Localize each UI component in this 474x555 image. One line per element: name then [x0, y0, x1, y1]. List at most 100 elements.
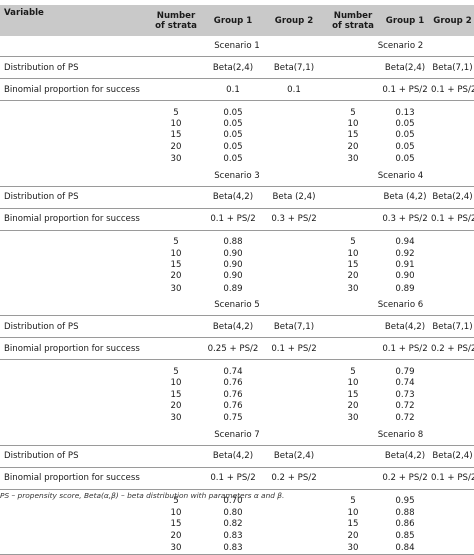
value-right: 0.90	[395, 271, 415, 282]
spacer-cell	[0, 518, 147, 529]
strata-count-right: 30	[327, 541, 379, 555]
spacer-cell	[327, 56, 379, 79]
strata-count-right: 10	[347, 119, 359, 130]
value-right: 0.92	[395, 248, 415, 259]
header-strata-right: Number of strata	[327, 5, 379, 36]
spacer-cell	[147, 466, 205, 490]
strata-count-left: 10	[170, 119, 182, 130]
spacer-cell	[327, 444, 379, 468]
strata-count-left: 5	[173, 107, 179, 118]
spacer-cell	[261, 130, 327, 141]
binomial-group1-left: 0.1 + PS/2	[205, 466, 261, 490]
distribution-group1-right: Beta(4,2)	[379, 315, 431, 338]
spacer-cell	[0, 507, 147, 518]
spacer-cell	[0, 400, 147, 411]
value-right: 0.13	[395, 107, 415, 118]
spacer-cell	[0, 259, 147, 270]
scenario-row: Scenario 3 Scenario 4	[0, 166, 474, 187]
value-left: 0.75	[223, 413, 243, 424]
spacer-cell	[261, 366, 327, 377]
value-left: 0.05	[223, 107, 243, 118]
data-row: 15 0.76 15 0.73	[0, 389, 474, 400]
binomial-group1-left: 0.1	[205, 78, 261, 101]
value-left: 0.90	[223, 260, 243, 271]
spacer-cell	[261, 118, 327, 129]
value-left: 0.70	[223, 496, 243, 507]
table-body: Variable Number of strata Group 1 Group 2…	[0, 5, 474, 555]
value-left: 0.76	[223, 400, 243, 411]
strata-count-right: 30	[347, 413, 359, 424]
spacer-cell	[0, 412, 147, 425]
strata-count-left: 30	[170, 283, 182, 294]
distribution-group2-right: Beta(2,4)	[431, 185, 474, 209]
binomial-label: Binomial proportion for success	[0, 337, 147, 360]
distribution-label: Distribution of PS	[0, 315, 147, 338]
strata-count-left: 10	[170, 507, 182, 518]
strata-count-right: 10	[347, 378, 359, 389]
value-left: 0.05	[223, 141, 243, 152]
header-variable: Variable	[0, 5, 147, 36]
spacer-cell	[147, 315, 205, 338]
strata-count-right: 15	[347, 130, 359, 141]
spacer-cell	[0, 389, 147, 400]
strata-count-left: 15	[170, 260, 182, 271]
data-row: 15 0.05 15 0.05	[0, 130, 474, 141]
spacer-cell	[327, 185, 379, 209]
data-row: 20 0.83 20 0.85	[0, 530, 474, 541]
spacer-cell	[327, 315, 379, 338]
spacer-cell	[0, 366, 147, 377]
spacer-cell	[147, 337, 205, 360]
value-right: 0.89	[395, 283, 415, 294]
spacer-cell	[431, 541, 474, 555]
value-left: 0.90	[223, 271, 243, 282]
binomial-group2-left: 0.3 + PS/2	[261, 207, 327, 231]
header-strata-line1: Number	[156, 10, 196, 21]
spacer-cell	[261, 259, 327, 270]
spacer-cell	[0, 130, 147, 141]
value-right: 0.05	[395, 130, 415, 141]
spacer-cell	[261, 378, 327, 389]
strata-count-right: 20	[347, 400, 359, 411]
header-group2-right: Group 2	[431, 5, 474, 36]
data-row: 10 0.05 10 0.05	[0, 118, 474, 129]
distribution-group1-right: Beta (4,2)	[379, 185, 431, 209]
strata-count-right: 5	[350, 237, 356, 248]
header-row: Variable Number of strata Group 1 Group 2…	[0, 5, 474, 36]
spacer-cell	[0, 295, 147, 316]
spacer-cell	[431, 378, 474, 389]
spacer-cell	[431, 412, 474, 425]
spacer-cell	[327, 466, 379, 490]
binomial-label: Binomial proportion for success	[0, 207, 147, 231]
spacer-cell	[0, 541, 147, 555]
distribution-row: Distribution of PS Beta(4,2) Beta(7,1) Beta…	[0, 315, 474, 338]
binomial-group1-left: 0.25 + PS/2	[205, 337, 261, 360]
distribution-group2-right: Beta(2,4)	[431, 444, 474, 468]
spacer-cell	[261, 271, 327, 282]
header-group1-left: Group 1	[205, 5, 261, 36]
value-left: 0.05	[223, 130, 243, 141]
spacer-cell	[0, 359, 474, 367]
value-right: 0.86	[395, 519, 415, 530]
spacer-cell	[431, 507, 474, 518]
scenario-title-left: Scenario 5	[214, 300, 260, 311]
binomial-group2-right: 0.1 + PS/2	[431, 466, 474, 490]
value-right: 0.94	[395, 237, 415, 248]
value-right: 0.84	[379, 541, 431, 555]
spacer-cell	[261, 153, 327, 166]
results-table: Variable Number of strata Group 1 Group 2…	[0, 5, 474, 555]
value-left: 0.76	[223, 378, 243, 389]
distribution-group2-left: Beta(7,1)	[261, 315, 327, 338]
spacer-cell	[0, 282, 147, 295]
strata-count-right: 30	[347, 283, 359, 294]
spacer-cell	[261, 107, 327, 118]
value-left: 0.83	[223, 530, 243, 541]
value-left: 0.76	[223, 389, 243, 400]
binomial-group2-left: 0.1	[261, 78, 327, 101]
data-row: 30 0.89 30 0.89	[0, 282, 474, 295]
spacer-cell	[431, 141, 474, 152]
header-group1-right: Group 1	[379, 5, 431, 36]
spacer-cell	[261, 141, 327, 152]
strata-count-left: 15	[170, 389, 182, 400]
strata-count-left: 5	[173, 366, 179, 377]
distribution-row: Distribution of PS Beta(2,4) Beta(7,1) Beta…	[0, 56, 474, 79]
